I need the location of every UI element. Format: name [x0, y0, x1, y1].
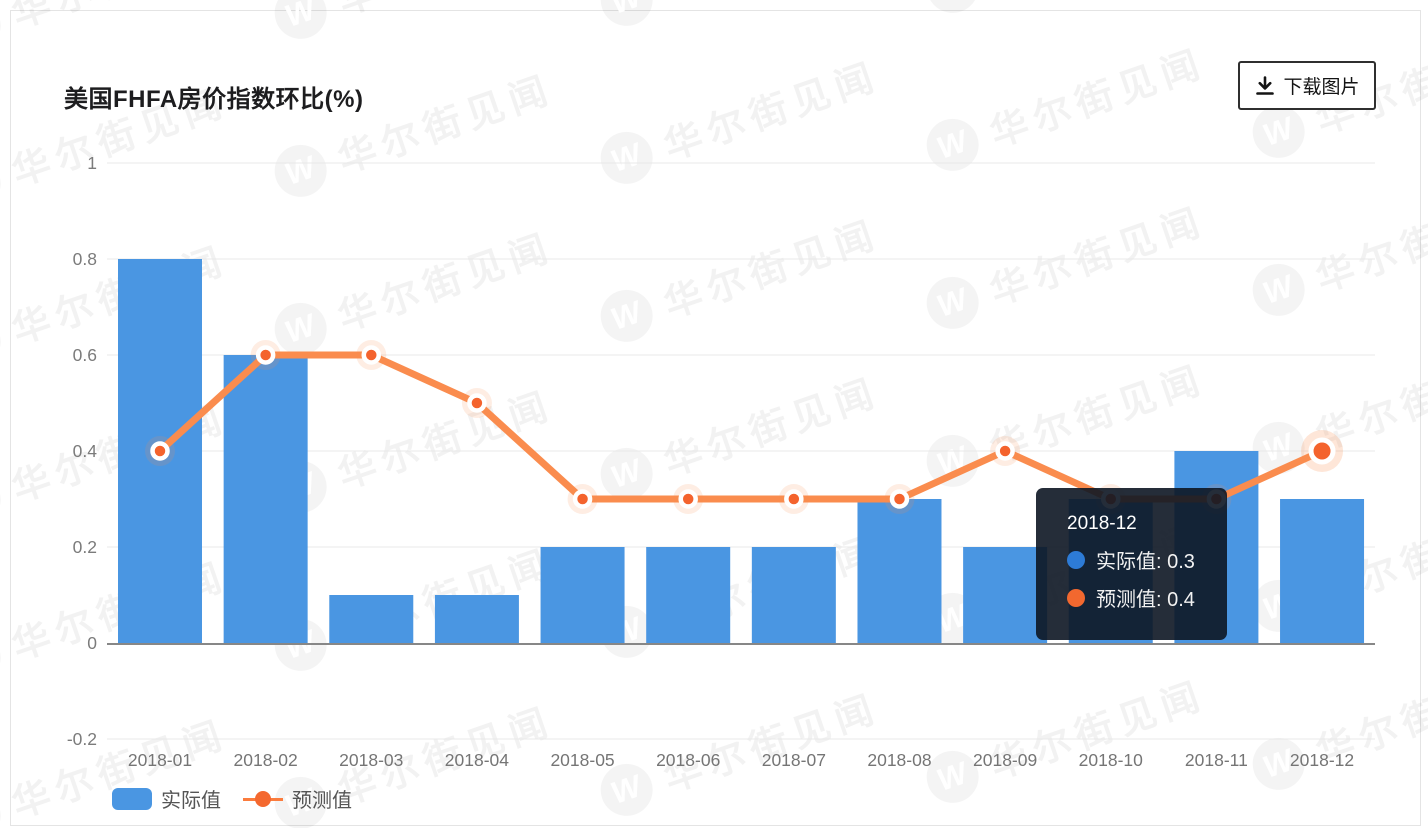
line-point-2018-03[interactable] — [361, 345, 382, 365]
tooltip-actual-text: 实际值: 0.3 — [1096, 551, 1195, 573]
forecast-line — [156, 351, 1326, 503]
line-point-2018-01[interactable] — [150, 441, 170, 461]
tooltip: 2018-12 实际值: 0.3 预测值: 0.4 — [1036, 488, 1227, 640]
x-axis-tick-label: 2018-02 — [234, 750, 298, 770]
x-axis-tick-label: 2018-07 — [762, 750, 826, 770]
download-icon — [1256, 75, 1275, 95]
legend-bar-swatch-icon — [112, 787, 152, 810]
x-axis-tick-label: 2018-08 — [867, 750, 931, 770]
x-axis-tick-label: 2018-09 — [973, 750, 1037, 770]
bar-2018-07[interactable] — [751, 547, 836, 643]
legend-line-dot-swatch-icon — [243, 788, 283, 810]
x-axis-tick-label: 2018-05 — [550, 750, 614, 770]
line-point-2018-08[interactable] — [889, 489, 910, 509]
bar-2018-09[interactable] — [963, 547, 1048, 643]
bar-2018-06[interactable] — [646, 547, 731, 643]
line-point-2018-04[interactable] — [467, 393, 487, 413]
line-point-2018-09[interactable] — [995, 441, 1015, 461]
y-axis-tick-label: -0.2 — [67, 729, 97, 749]
x-axis-tick-label: 2018-03 — [339, 750, 403, 770]
y-axis-tick-label: 0.2 — [73, 537, 97, 557]
legend-actual-label: 实际值 — [161, 790, 221, 812]
legend-item-forecast[interactable]: 预测值 — [243, 784, 352, 813]
x-axis-tick-label: 2018-06 — [656, 750, 720, 770]
legend-item-actual[interactable]: 实际值 — [112, 784, 221, 813]
line-point-2018-02[interactable] — [255, 345, 276, 365]
y-axis-tick-label: 0.4 — [73, 441, 98, 461]
line-point-2018-12[interactable] — [1308, 437, 1336, 465]
x-axis-tick-label: 2018-01 — [128, 750, 192, 770]
download-image-button[interactable]: 下载图片 — [1238, 61, 1376, 110]
x-axis-tick-label: 2018-11 — [1185, 750, 1248, 770]
chart-title: 美国FHFA房价指数环比(%) — [64, 86, 364, 113]
bar-2018-03[interactable] — [329, 595, 414, 643]
y-axis-tick-label: 0 — [87, 633, 97, 653]
chart-legend: 实际值 预测值 — [112, 784, 352, 813]
y-axis-tick-label: 1 — [87, 153, 97, 173]
tooltip-row-actual: 实际值: 0.3 — [1067, 545, 1227, 574]
tooltip-forecast-dot-icon — [1067, 588, 1085, 607]
bar-2018-02[interactable] — [223, 355, 308, 643]
tooltip-forecast-text: 预测值: 0.4 — [1096, 589, 1195, 611]
y-axis-tick-label: 0.8 — [73, 249, 97, 269]
tooltip-title: 2018-12 — [1067, 513, 1137, 534]
line-point-2018-06[interactable] — [678, 489, 698, 509]
bar-2018-04[interactable] — [434, 595, 519, 643]
x-axis-tick-label: 2018-04 — [445, 750, 509, 770]
download-button-label: 下载图片 — [1283, 77, 1360, 98]
x-axis-tick-label: 2018-10 — [1079, 750, 1143, 770]
tooltip-row-forecast: 预测值: 0.4 — [1067, 583, 1227, 612]
bar-2018-12[interactable] — [1280, 499, 1365, 643]
legend-forecast-label: 预测值 — [292, 790, 352, 812]
bar-2018-05[interactable] — [540, 547, 625, 643]
tooltip-actual-dot-icon — [1067, 550, 1085, 569]
bar-2018-08[interactable] — [857, 499, 942, 643]
line-point-2018-07[interactable] — [784, 489, 804, 509]
line-point-2018-05[interactable] — [572, 489, 593, 509]
y-axis-tick-label: 0.6 — [73, 345, 97, 365]
x-axis-tick-label: 2018-12 — [1290, 750, 1354, 770]
